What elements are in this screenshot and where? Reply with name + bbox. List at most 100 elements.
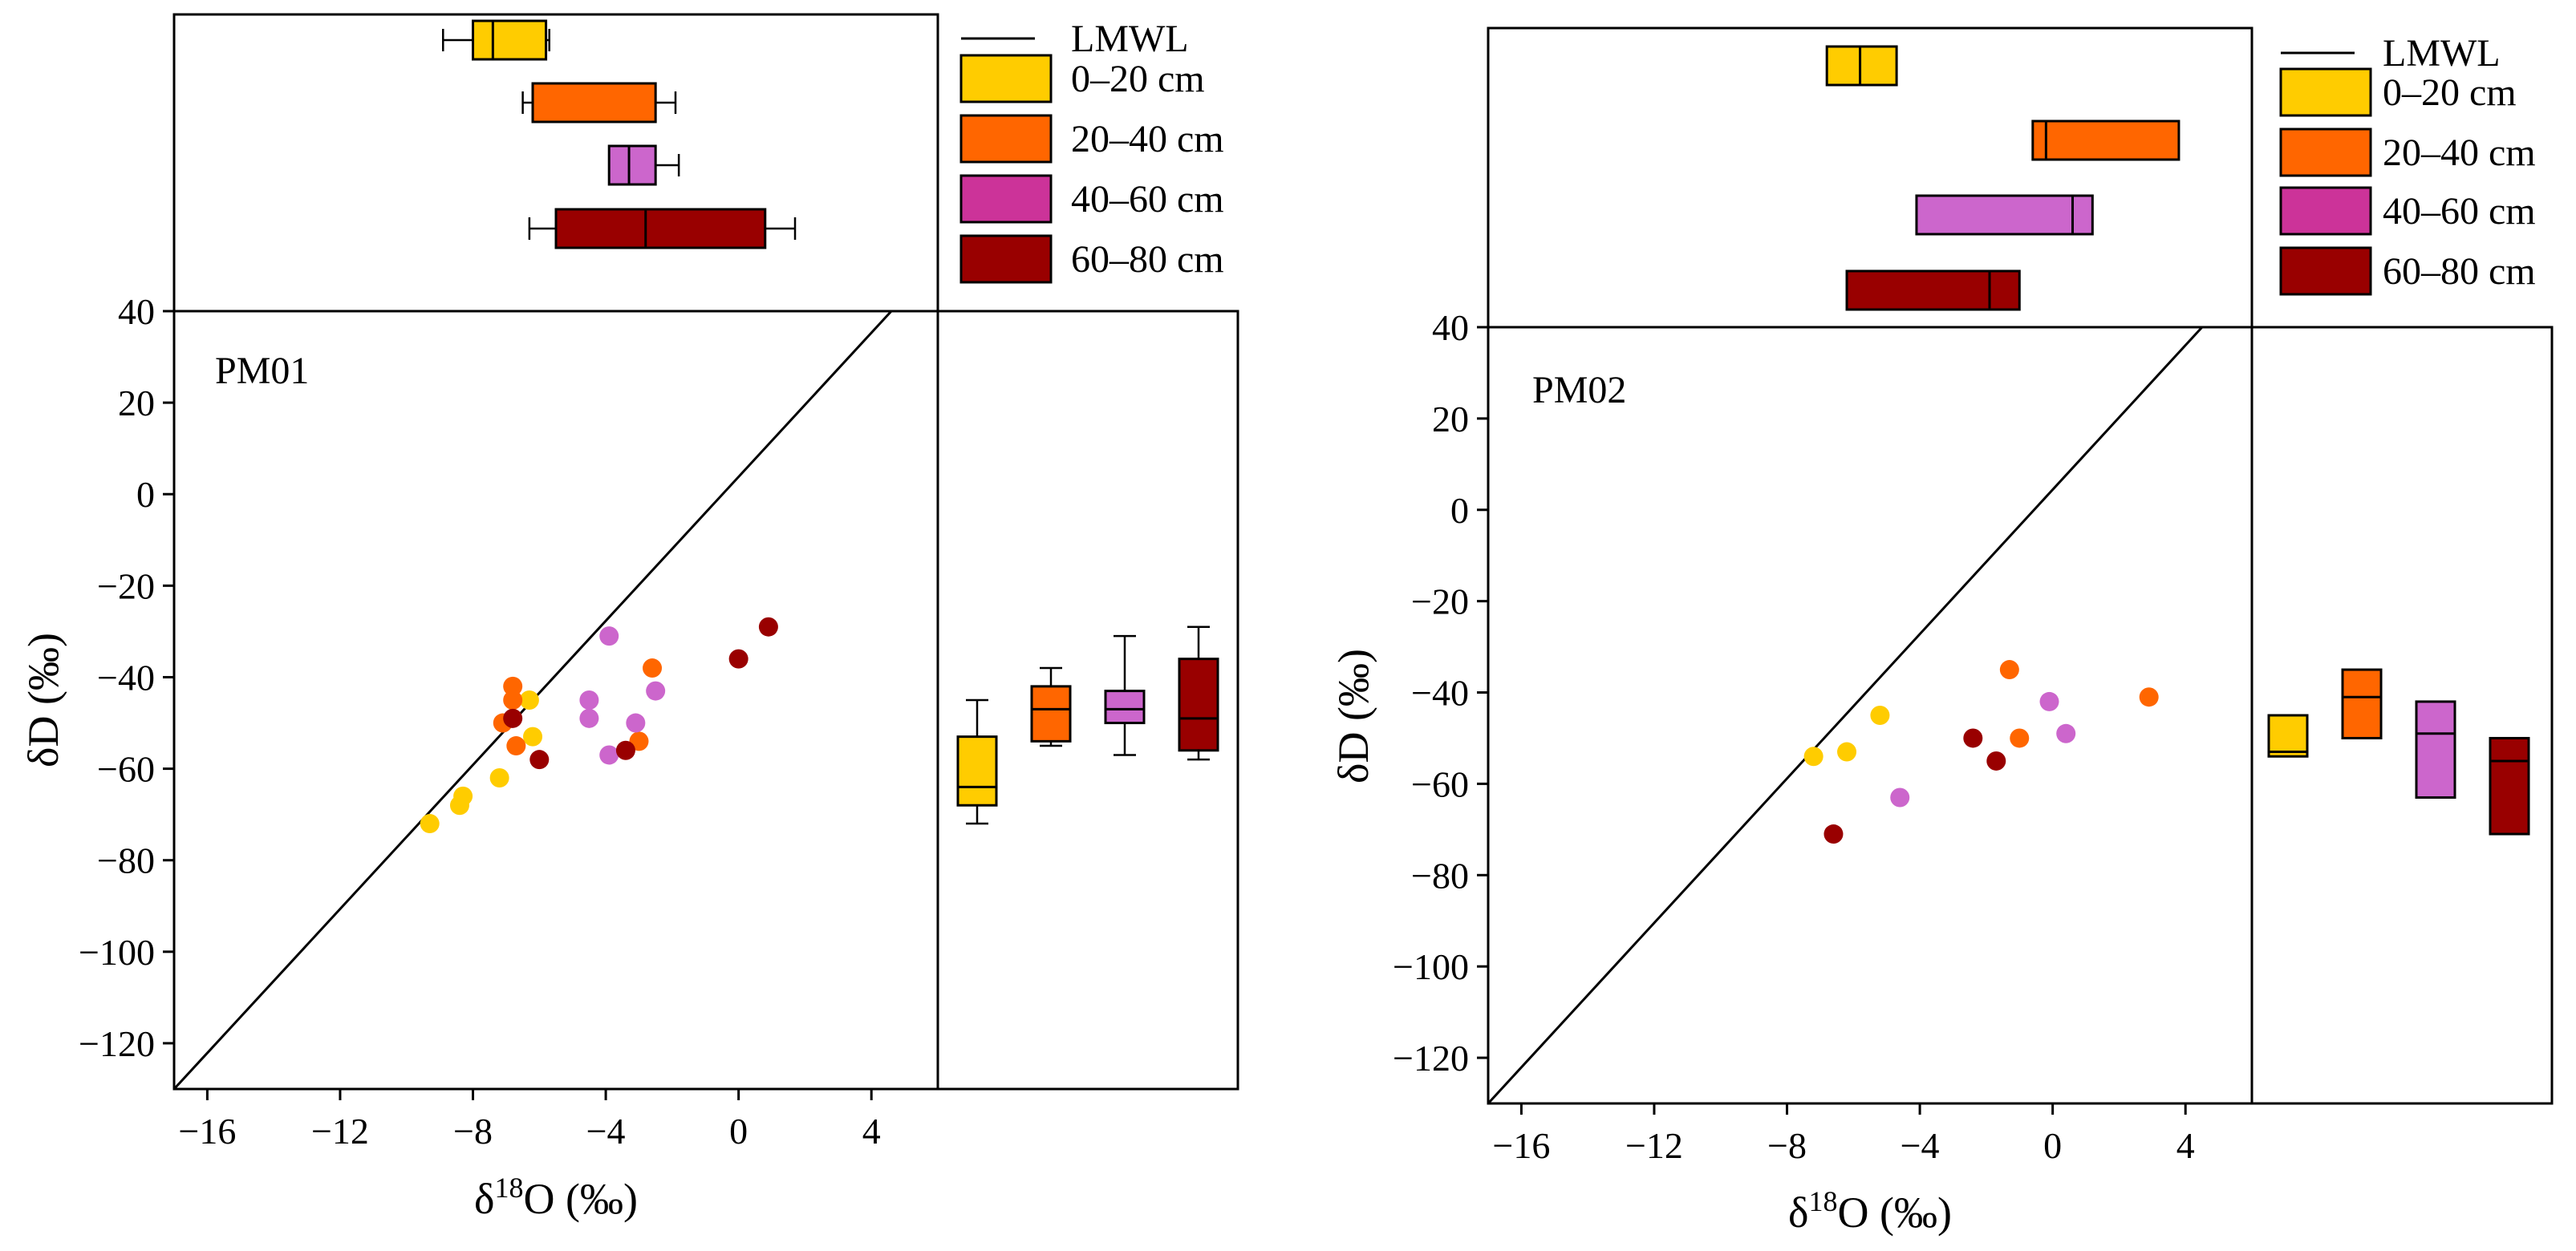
data-point-60-80 [758, 617, 778, 637]
y-tick-label: −80 [97, 840, 155, 881]
data-point-0-20 [453, 786, 473, 806]
data-point-0-20 [1803, 747, 1823, 767]
pm02-panel-label: PM02 [1532, 369, 1626, 411]
x-tick-label: −12 [1625, 1125, 1683, 1166]
data-point-40-60 [2039, 691, 2059, 711]
data-point-40-60 [579, 690, 599, 710]
y-tick-label: −40 [1411, 673, 1469, 714]
y-tick-label: −120 [79, 1023, 155, 1064]
pm02-y-boxplots [2267, 668, 2530, 836]
pm02-y-axis: 40 20 0 −20 −40 −60 −80 −100 −120 [1393, 307, 1488, 1079]
x-tick-label: −4 [1901, 1125, 1940, 1166]
data-point-0-20 [1837, 742, 1857, 762]
data-point-20-40 [2139, 687, 2159, 707]
pm02-y-axis-title: δD (‰) [1329, 649, 1377, 783]
pm02-legend-lmwl-label: LMWL [2383, 32, 2501, 75]
x-tick-label: −4 [586, 1111, 626, 1152]
data-point-0-20 [489, 768, 509, 787]
x-box-0-20 [1825, 45, 1898, 87]
legend-swatch-60-80 [959, 234, 1053, 284]
y-box-60-80 [2489, 736, 2530, 836]
legend-label-0-20: 0–20 cm [1071, 58, 1205, 100]
data-point-40-60 [599, 626, 619, 646]
data-point-40-60 [1890, 787, 1910, 808]
pm01-y-boxplots [956, 626, 1219, 825]
y-box-60-80 [1178, 658, 1219, 752]
x-tick-label: −16 [178, 1111, 236, 1152]
y-tick-label: −120 [1393, 1038, 1469, 1079]
legend-swatch-60-80 [2279, 246, 2372, 296]
pm01-x-axis: −16 −12 −8 −4 0 4 [178, 1089, 881, 1152]
pm01-legend-lmwl-label: LMWL [1071, 18, 1189, 60]
x-box-20-40 [531, 82, 657, 123]
data-point-40-60 [599, 745, 619, 765]
y-tick-label: −100 [1393, 946, 1469, 987]
y-box-40-60 [1104, 690, 1146, 725]
data-point-60-80 [615, 740, 635, 760]
pm02-right-box-frame [2250, 326, 2554, 1105]
pm01-y-axis: 40 20 0 −20 −40 −60 −80 −100 −120 [79, 291, 174, 1064]
legend-label-20-40: 20–40 cm [2383, 132, 2536, 174]
pm01-x-axis-title: δ18O (‰) [474, 1172, 638, 1223]
y-box-0-20 [2267, 714, 2309, 758]
pm02-lmwl-line [1487, 326, 2204, 1105]
y-tick-label: −80 [1411, 855, 1469, 896]
legend-label-60-80: 60–80 cm [1071, 238, 1224, 281]
data-point-40-60 [626, 713, 646, 733]
legend-swatch-40-60 [2279, 186, 2372, 236]
pm01-panel-label: PM01 [215, 350, 309, 392]
pm01-scatter-points [420, 617, 778, 834]
y-tick-label: −20 [1411, 581, 1469, 622]
x-box-20-40 [2031, 119, 2180, 161]
data-point-0-20 [420, 814, 440, 834]
legend-swatch-0-20 [959, 54, 1053, 103]
y-tick-label: −60 [1411, 763, 1469, 804]
legend-swatch-20-40 [959, 114, 1053, 164]
pm01-top-box-frame [172, 13, 939, 313]
y-tick-label: 20 [118, 383, 155, 423]
legend-label-20-40: 20–40 cm [1071, 118, 1224, 160]
data-point-60-80 [1986, 751, 2006, 771]
x-tick-label: 0 [2043, 1125, 2062, 1166]
data-point-40-60 [2056, 723, 2076, 743]
data-point-20-40 [503, 676, 523, 696]
data-point-60-80 [728, 649, 748, 669]
x-tick-label: 0 [729, 1111, 748, 1152]
y-tick-label: 20 [1432, 399, 1469, 439]
y-tick-label: 40 [118, 291, 155, 332]
legend-label-40-60: 40–60 cm [2383, 190, 2536, 233]
y-tick-label: −20 [97, 565, 155, 606]
x-box-0-20 [472, 19, 548, 61]
pm02-legend: LMWL 0–20 cm 20–40 cm 40–60 cm 60–80 cm [2279, 32, 2536, 296]
y-tick-label: 0 [136, 474, 155, 515]
data-point-0-20 [1870, 706, 1890, 725]
data-point-60-80 [529, 750, 550, 770]
x-tick-label: −16 [1492, 1125, 1550, 1166]
data-point-40-60 [579, 708, 599, 728]
data-point-60-80 [1823, 824, 1844, 844]
legend-swatch-0-20 [2279, 67, 2372, 117]
data-point-0-20 [519, 690, 539, 710]
pm02-x-boxplots [1825, 45, 2180, 311]
legend-label-0-20: 0–20 cm [2383, 71, 2517, 114]
data-point-20-40 [643, 658, 663, 678]
y-box-20-40 [1030, 685, 1072, 743]
y-box-20-40 [2341, 668, 2383, 739]
y-tick-label: 0 [1450, 490, 1469, 531]
y-tick-label: −40 [97, 657, 155, 698]
pm01-x-boxplots [442, 19, 797, 249]
pm01-legend: LMWL 0–20 cm 20–40 cm 40–60 cm 60–80 cm [959, 18, 1224, 284]
data-point-60-80 [503, 708, 523, 728]
legend-swatch-20-40 [2279, 128, 2372, 177]
pm01-main-plot-frame [172, 310, 939, 1091]
legend-label-60-80: 60–80 cm [2383, 250, 2536, 293]
pm02-x-axis: −16 −12 −8 −4 0 4 [1492, 1103, 2195, 1166]
x-tick-label: 4 [862, 1111, 881, 1152]
data-point-40-60 [646, 681, 666, 701]
data-point-20-40 [503, 690, 523, 710]
x-tick-label: −8 [453, 1111, 493, 1152]
data-point-20-40 [506, 736, 526, 756]
legend-label-40-60: 40–60 cm [1071, 178, 1224, 221]
